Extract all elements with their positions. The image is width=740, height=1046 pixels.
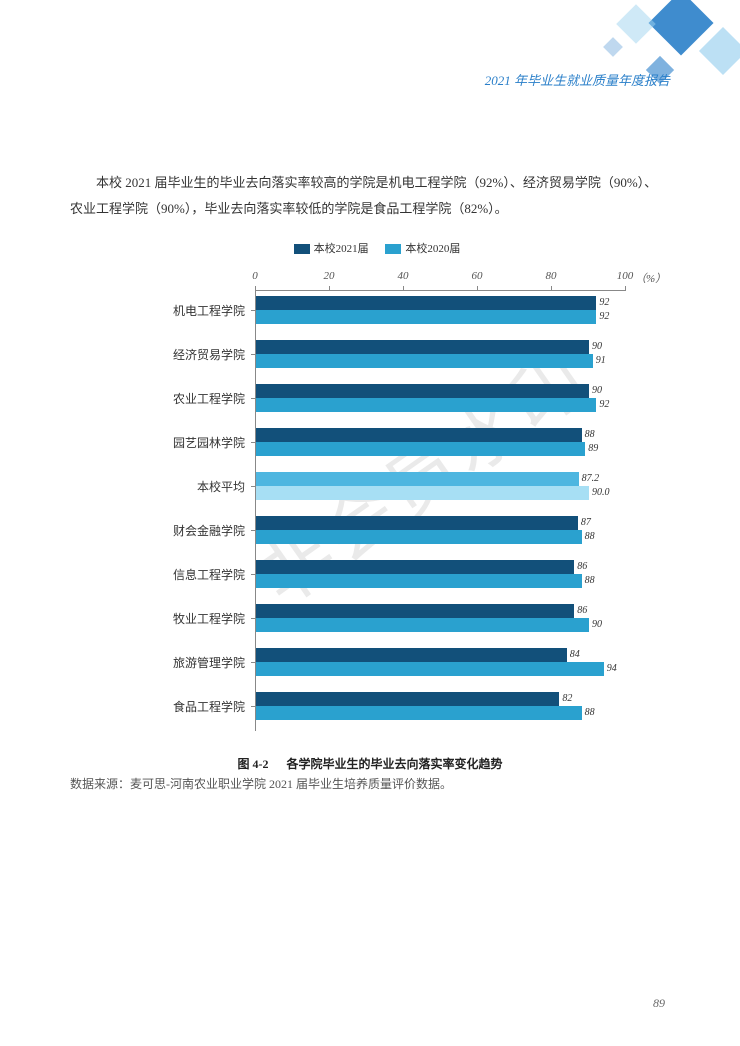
bar-series2 (256, 486, 589, 500)
bar-value-label: 87 (581, 517, 591, 528)
xtick-label: 20 (324, 270, 335, 282)
bar-series1 (256, 560, 574, 574)
bar-series1 (256, 692, 559, 706)
bar-value-label: 90.0 (592, 487, 610, 498)
category-label: 财会金融学院 (155, 522, 245, 539)
category-label: 旅游管理学院 (155, 654, 245, 671)
bar-chart: 020406080100（%）机电工程学院9292经济贸易学院9091农业工程学… (155, 265, 635, 735)
bar-value-label: 87.2 (582, 473, 600, 484)
category-label: 农业工程学院 (155, 390, 245, 407)
bar-value-label: 82 (562, 693, 572, 704)
category-label: 园艺园林学院 (155, 434, 245, 451)
bar-value-label: 88 (585, 429, 595, 440)
bar-value-label: 84 (570, 649, 580, 660)
xtick-label: 100 (617, 270, 634, 282)
bar-value-label: 90 (592, 619, 602, 630)
bar-value-label: 91 (596, 355, 606, 366)
ytick-mark (251, 354, 255, 355)
bar-series2 (256, 442, 585, 456)
tick-mark (625, 286, 626, 290)
corner-decoration (580, 0, 740, 110)
xtick-label: 80 (546, 270, 557, 282)
bar-series2 (256, 706, 582, 720)
category-label: 机电工程学院 (155, 302, 245, 319)
ytick-mark (251, 706, 255, 707)
category-label: 本校平均 (155, 478, 245, 495)
figure-title: 各学院毕业生的毕业去向落实率变化趋势 (286, 757, 502, 771)
x-unit-label: （%） (635, 270, 666, 286)
ytick-mark (251, 398, 255, 399)
bar-value-label: 89 (588, 443, 598, 454)
ytick-mark (251, 530, 255, 531)
bar-value-label: 90 (592, 385, 602, 396)
tick-mark (477, 286, 478, 290)
bar-series1 (256, 340, 589, 354)
bar-value-label: 86 (577, 605, 587, 616)
figure-number: 图 4-2 (237, 757, 268, 771)
bar-value-label: 92 (599, 297, 609, 308)
bar-value-label: 88 (585, 575, 595, 586)
ytick-mark (251, 618, 255, 619)
ytick-mark (251, 662, 255, 663)
data-source-note: 数据来源：麦可思-河南农业职业学院 2021 届毕业生培养质量评价数据。 (70, 775, 452, 792)
bar-value-label: 88 (585, 707, 595, 718)
bar-value-label: 94 (607, 663, 617, 674)
tick-mark (403, 286, 404, 290)
bar-series2 (256, 398, 596, 412)
figure-caption: 图 4-2 各学院毕业生的毕业去向落实率变化趋势 (0, 755, 740, 772)
bar-series2 (256, 662, 604, 676)
bar-series2 (256, 574, 582, 588)
bar-series1 (256, 648, 567, 662)
bar-series2 (256, 618, 589, 632)
legend-swatch-2 (385, 244, 401, 254)
legend-label-1: 本校2021届 (314, 243, 369, 255)
tick-mark (551, 286, 552, 290)
bar-value-label: 92 (599, 311, 609, 322)
category-label: 经济贸易学院 (155, 346, 245, 363)
ytick-mark (251, 486, 255, 487)
page-header-title: 2021 年毕业生就业质量年度报告 (485, 70, 670, 89)
ytick-mark (251, 574, 255, 575)
chart-legend: 本校2021届 本校2020届 (0, 240, 740, 256)
bar-value-label: 92 (599, 399, 609, 410)
bar-value-label: 90 (592, 341, 602, 352)
xtick-label: 0 (252, 270, 258, 282)
ytick-mark (251, 310, 255, 311)
bar-series1 (256, 428, 582, 442)
bar-series1 (256, 472, 579, 486)
bar-value-label: 86 (577, 561, 587, 572)
body-paragraph: 本校 2021 届毕业生的毕业去向落实率较高的学院是机电工程学院（92%）、经济… (70, 170, 670, 222)
ytick-mark (251, 442, 255, 443)
category-label: 牧业工程学院 (155, 610, 245, 627)
page-number: 89 (653, 996, 665, 1011)
bar-value-label: 88 (585, 531, 595, 542)
tick-mark (329, 286, 330, 290)
bar-series1 (256, 384, 589, 398)
legend-label-2: 本校2020届 (405, 243, 460, 255)
xtick-label: 60 (472, 270, 483, 282)
bar-series2 (256, 530, 582, 544)
xtick-label: 40 (398, 270, 409, 282)
bar-series1 (256, 516, 578, 530)
bar-series2 (256, 310, 596, 324)
category-label: 食品工程学院 (155, 698, 245, 715)
bar-series1 (256, 604, 574, 618)
bar-series1 (256, 296, 596, 310)
bar-series2 (256, 354, 593, 368)
tick-mark (255, 286, 256, 290)
legend-swatch-1 (294, 244, 310, 254)
category-label: 信息工程学院 (155, 566, 245, 583)
